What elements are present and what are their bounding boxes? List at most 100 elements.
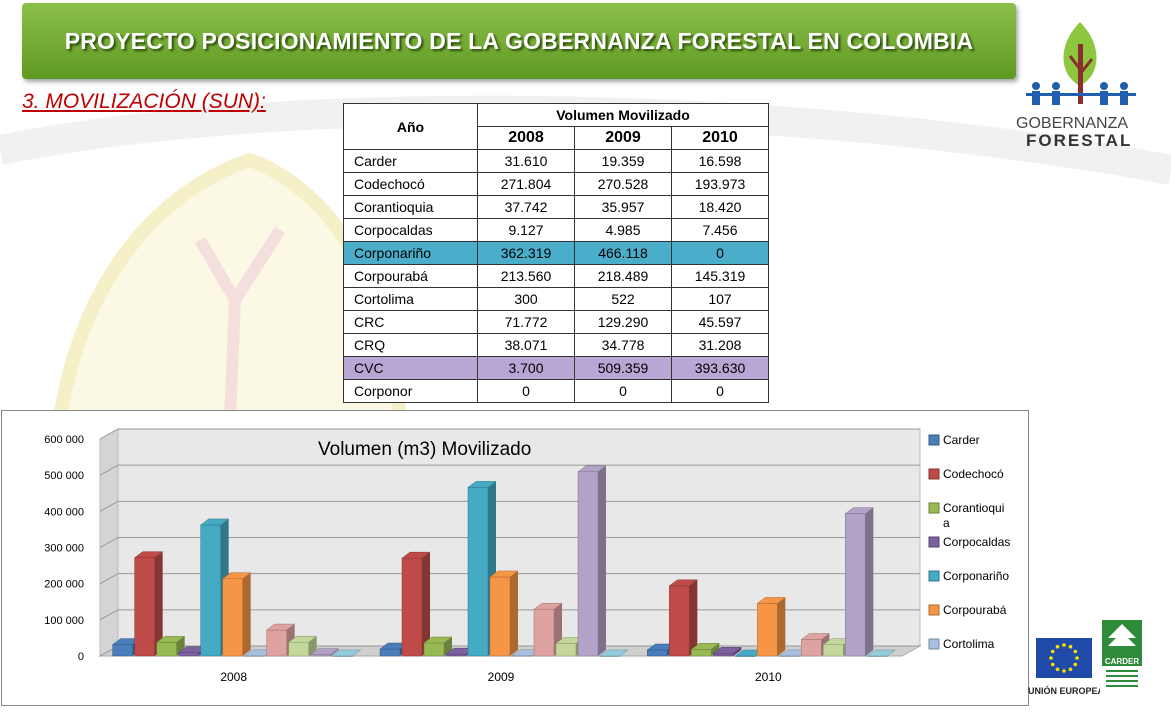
legend-label: Corantioqui <box>943 501 1004 515</box>
bar <box>533 608 555 657</box>
row-value: 7.456 <box>671 218 769 242</box>
table-row: Carder 31.610 19.359 16.598 <box>343 149 769 173</box>
x-tick-label: 2009 <box>488 670 515 684</box>
table-row: Corantioquia 37.742 35.957 18.420 <box>343 195 769 219</box>
header-year-2010: 2010 <box>671 126 769 150</box>
row-value: 0 <box>671 379 769 403</box>
bar <box>691 649 712 657</box>
bar <box>713 653 734 657</box>
bar <box>178 652 199 657</box>
gobernanza-forestal-logo: GOBERNANZA FORESTAL <box>1016 22 1136 150</box>
logo-line2: FORESTAL <box>1026 131 1132 150</box>
legend-label: Cortolima <box>943 637 995 651</box>
bar-side <box>242 572 251 656</box>
y-tick-label: 100 000 <box>44 615 84 627</box>
row-name: Corpourabá <box>343 264 478 288</box>
eu-flag-logo: UNIÓN EUROPEA <box>1028 638 1100 696</box>
eu-star-icon <box>1062 643 1066 647</box>
row-value: 45.597 <box>671 310 769 334</box>
bar <box>379 648 401 657</box>
legend-label: Corpourabá <box>943 603 1007 617</box>
bar-side <box>330 648 339 656</box>
row-name: Codechocó <box>343 172 478 196</box>
row-name: Corpocaldas <box>343 218 478 242</box>
row-value: 16.598 <box>671 149 769 173</box>
bar-side <box>777 597 786 656</box>
table-row: Corpourabá 213.560 218.489 145.319 <box>343 264 769 288</box>
bar-side <box>154 551 163 656</box>
bar <box>467 487 489 657</box>
bar <box>200 524 221 657</box>
eu-star-icon <box>1075 656 1079 660</box>
y-tick-label: 500 000 <box>44 470 84 482</box>
logo-line1: GOBERNANZA <box>1016 115 1128 132</box>
bar <box>823 644 844 657</box>
bar <box>577 471 599 657</box>
gridline <box>99 428 119 440</box>
header-year-2009: 2009 <box>574 126 672 150</box>
row-value: 193.973 <box>671 172 769 196</box>
y-tick-label: 300 000 <box>44 543 84 555</box>
row-value: 35.957 <box>574 195 672 219</box>
row-name: Cortolima <box>343 287 478 311</box>
bar <box>134 557 155 657</box>
row-value: 9.127 <box>477 218 575 242</box>
table-row: Corpocaldas 9.127 4.985 7.456 <box>343 218 769 242</box>
table-row: Corponariño 362.319 466.118 0 <box>343 241 769 265</box>
bar <box>555 643 577 657</box>
bar-side <box>510 570 518 656</box>
row-value: 31.610 <box>477 149 575 173</box>
eu-star-icon <box>1055 644 1060 649</box>
eu-star-icon <box>1073 662 1078 667</box>
table-row: Corponor 0 0 0 <box>343 379 769 403</box>
row-value: 4.985 <box>574 218 672 242</box>
legend-label: Corponariño <box>943 569 1009 583</box>
bar <box>757 603 778 657</box>
bar <box>489 576 511 657</box>
eu-star-icon <box>1073 649 1078 654</box>
row-value: 0 <box>671 241 769 265</box>
bar <box>445 653 467 657</box>
row-value: 213.560 <box>477 264 575 288</box>
bar-side <box>689 579 698 656</box>
table-row: Cortolima 300 522 107 <box>343 287 769 311</box>
eu-star-icon <box>1050 649 1055 654</box>
row-name: CRQ <box>343 333 478 357</box>
legend-swatch <box>928 502 940 514</box>
legend-swatch <box>928 434 940 446</box>
row-value: 71.772 <box>477 310 575 334</box>
row-value: 3.700 <box>477 356 575 380</box>
legend-label-continued: a <box>943 516 950 530</box>
eu-star-icon <box>1049 656 1053 660</box>
row-value: 522 <box>574 287 672 311</box>
bar-top <box>287 635 318 643</box>
row-value: 393.630 <box>671 356 769 380</box>
bar-top <box>844 507 875 514</box>
gridline <box>99 573 119 585</box>
bar <box>266 629 287 657</box>
eu-star-icon <box>1050 662 1055 667</box>
row-value: 34.778 <box>574 333 672 357</box>
row-value: 270.528 <box>574 172 672 196</box>
bar-top <box>489 570 519 578</box>
legend-swatch <box>928 604 940 616</box>
volume-chart: 0 100 000 200 000 300 000 400 000 500 000 600 … <box>1 410 1029 706</box>
x-tick-label: 2008 <box>220 670 247 684</box>
table-row: CRQ 38.071 34.778 31.208 <box>343 333 769 357</box>
legend-label: Carder <box>943 433 980 447</box>
y-tick-label: 400 000 <box>44 506 84 518</box>
bar <box>845 513 866 657</box>
row-value: 38.071 <box>477 333 575 357</box>
row-value: 145.319 <box>671 264 769 288</box>
row-value: 0 <box>574 379 672 403</box>
table-row: CVC 3.700 509.359 393.630 <box>343 356 769 380</box>
legend-label: Codechocó <box>943 467 1004 481</box>
row-value: 300 <box>477 287 575 311</box>
y-tick-label: 200 000 <box>44 579 84 591</box>
row-name: Corponor <box>343 379 478 403</box>
legend-swatch <box>928 638 940 650</box>
gridline <box>99 609 119 621</box>
eu-star-icon <box>1055 667 1060 672</box>
carder-label: CARDER <box>1105 657 1139 666</box>
volume-chart-svg: 0 100 000 200 000 300 000 400 000 500 000 600 … <box>44 428 1010 684</box>
